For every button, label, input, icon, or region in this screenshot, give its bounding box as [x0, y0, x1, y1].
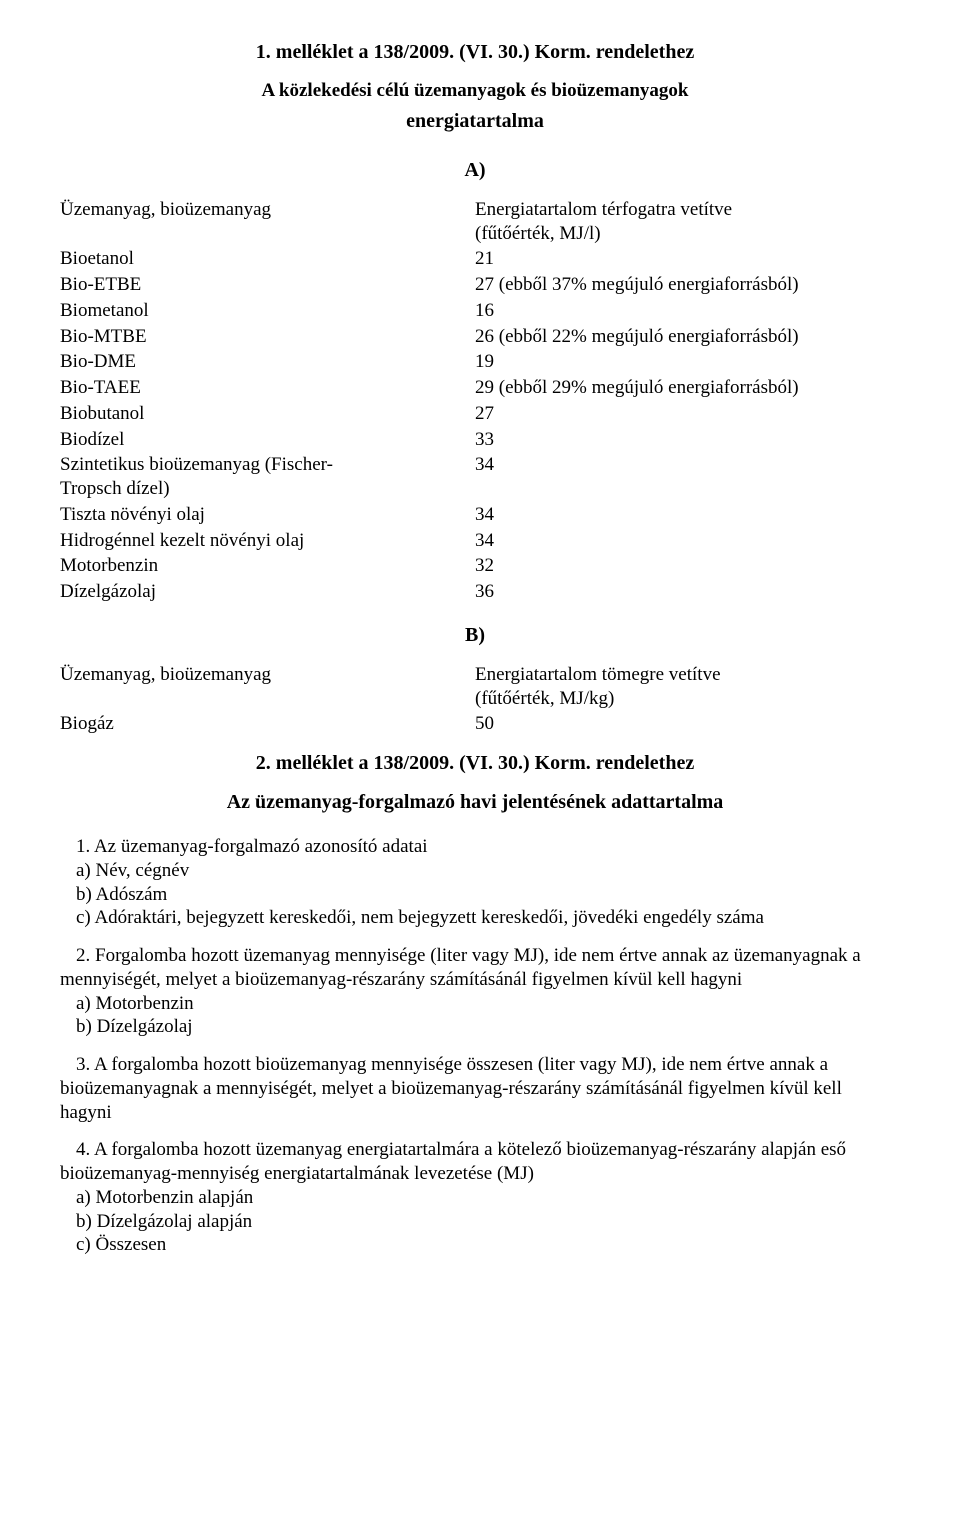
table-a-header-col1: Üzemanyag, bioüzemanyag [60, 197, 475, 247]
cell-label: Biogáz [60, 711, 475, 737]
table-b-header-col2-line1: Energiatartalom tömegre vetítve [475, 664, 721, 685]
annex-1-subtitle-line1: A közlekedési célú üzemanyagok és bioüze… [60, 79, 890, 103]
table-row: Bioetanol 21 [60, 246, 890, 272]
table-b: Üzemanyag, bioüzemanyag Energiatartalom … [60, 662, 890, 737]
cell-value: 34 [475, 502, 890, 528]
p1-c: c) Adóraktári, bejegyzett kereskedői, ne… [60, 906, 890, 930]
p1-b: b) Adószám [60, 883, 890, 907]
table-a-header-col2: Energiatartalom térfogatra vetítve (fűtő… [475, 197, 890, 247]
p4-lead: 4. A forgalomba hozott üzemanyag energia… [60, 1139, 846, 1184]
p2-lead: 2. Forgalomba hozott üzemanyag mennyiség… [60, 945, 861, 990]
paragraph-1: 1. Az üzemanyag-forgalmazó azonosító ada… [60, 835, 890, 930]
cell-label: Tiszta növényi olaj [60, 502, 475, 528]
cell-value: 16 [475, 298, 890, 324]
document-page: 1. melléklet a 138/2009. (VI. 30.) Korm.… [0, 0, 960, 1524]
section-b-label: B) [60, 623, 890, 648]
cell-label: Hidrogénnel kezelt növényi olaj [60, 528, 475, 554]
table-a-header-col2-line2: (fűtőérték, MJ/l) [475, 223, 601, 244]
table-b-header-col2-line2: (fűtőérték, MJ/kg) [475, 688, 614, 709]
cell-label: Bio-ETBE [60, 272, 475, 298]
cell-label: Motorbenzin [60, 553, 475, 579]
p2-a: a) Motorbenzin [60, 992, 890, 1016]
p4-b: b) Dízelgázolaj alapján [60, 1210, 890, 1234]
cell-value: 27 (ebből 37% megújuló energiaforrásból) [475, 272, 890, 298]
cell-value: 36 [475, 579, 890, 605]
cell-value: 21 [475, 246, 890, 272]
cell-label-line2: Tropsch dízel) [60, 478, 170, 499]
paragraph-2: 2. Forgalomba hozott üzemanyag mennyiség… [60, 944, 890, 1039]
cell-value: 27 [475, 401, 890, 427]
table-row: Bio-TAEE 29 (ebből 29% megújuló energiaf… [60, 375, 890, 401]
table-row: Üzemanyag, bioüzemanyag Energiatartalom … [60, 197, 890, 247]
cell-value: 32 [475, 553, 890, 579]
cell-label: Bioetanol [60, 246, 475, 272]
cell-label: Dízelgázolaj [60, 579, 475, 605]
table-row: Dízelgázolaj 36 [60, 579, 890, 605]
table-b-header-col1: Üzemanyag, bioüzemanyag [60, 662, 475, 712]
table-row: Biometanol 16 [60, 298, 890, 324]
annex-2-title: 2. melléklet a 138/2009. (VI. 30.) Korm.… [60, 751, 890, 776]
cell-label: Biodízel [60, 427, 475, 453]
table-row: Szintetikus bioüzemanyag (Fischer- Trops… [60, 452, 890, 502]
table-row: Üzemanyag, bioüzemanyag Energiatartalom … [60, 662, 890, 712]
cell-label-line1: Szintetikus bioüzemanyag (Fischer- [60, 454, 333, 475]
table-row: Bio-MTBE 26 (ebből 22% megújuló energiaf… [60, 324, 890, 350]
annex-1-subtitle-line2: energiatartalma [60, 109, 890, 134]
p4-c: c) Összesen [60, 1233, 890, 1257]
table-b-header-col2: Energiatartalom tömegre vetítve (fűtőért… [475, 662, 890, 712]
cell-value: 26 (ebből 22% megújuló energiaforrásból) [475, 324, 890, 350]
p3-lead: 3. A forgalomba hozott bioüzemanyag menn… [60, 1054, 842, 1123]
paragraph-4: 4. A forgalomba hozott üzemanyag energia… [60, 1138, 890, 1257]
p2-b: b) Dízelgázolaj [60, 1015, 890, 1039]
cell-value: 19 [475, 349, 890, 375]
table-row: Biogáz 50 [60, 711, 890, 737]
cell-value: 50 [475, 711, 890, 737]
section-a-label: A) [60, 158, 890, 183]
paragraph-3: 3. A forgalomba hozott bioüzemanyag menn… [60, 1053, 890, 1124]
cell-label: Bio-TAEE [60, 375, 475, 401]
table-row: Biodízel 33 [60, 427, 890, 453]
cell-value: 34 [475, 528, 890, 554]
cell-label: Szintetikus bioüzemanyag (Fischer- Trops… [60, 452, 475, 502]
annex-1-title: 1. melléklet a 138/2009. (VI. 30.) Korm.… [60, 40, 890, 65]
cell-label: Bio-MTBE [60, 324, 475, 350]
table-row: Biobutanol 27 [60, 401, 890, 427]
cell-label: Biobutanol [60, 401, 475, 427]
p1-lead: 1. Az üzemanyag-forgalmazó azonosító ada… [76, 836, 428, 857]
annex-2-subtitle: Az üzemanyag-forgalmazó havi jelentéséne… [60, 790, 890, 815]
p4-a: a) Motorbenzin alapján [60, 1186, 890, 1210]
table-row: Bio-DME 19 [60, 349, 890, 375]
cell-value: 33 [475, 427, 890, 453]
table-row: Tiszta növényi olaj 34 [60, 502, 890, 528]
cell-label: Biometanol [60, 298, 475, 324]
table-row: Bio-ETBE 27 (ebből 37% megújuló energiaf… [60, 272, 890, 298]
cell-value: 29 (ebből 29% megújuló energiaforrásból) [475, 375, 890, 401]
cell-value: 34 [475, 452, 890, 502]
table-a: Üzemanyag, bioüzemanyag Energiatartalom … [60, 197, 890, 605]
cell-label: Bio-DME [60, 349, 475, 375]
table-row: Hidrogénnel kezelt növényi olaj 34 [60, 528, 890, 554]
table-a-header-col2-line1: Energiatartalom térfogatra vetítve [475, 199, 732, 220]
p1-a: a) Név, cégnév [60, 859, 890, 883]
table-row: Motorbenzin 32 [60, 553, 890, 579]
